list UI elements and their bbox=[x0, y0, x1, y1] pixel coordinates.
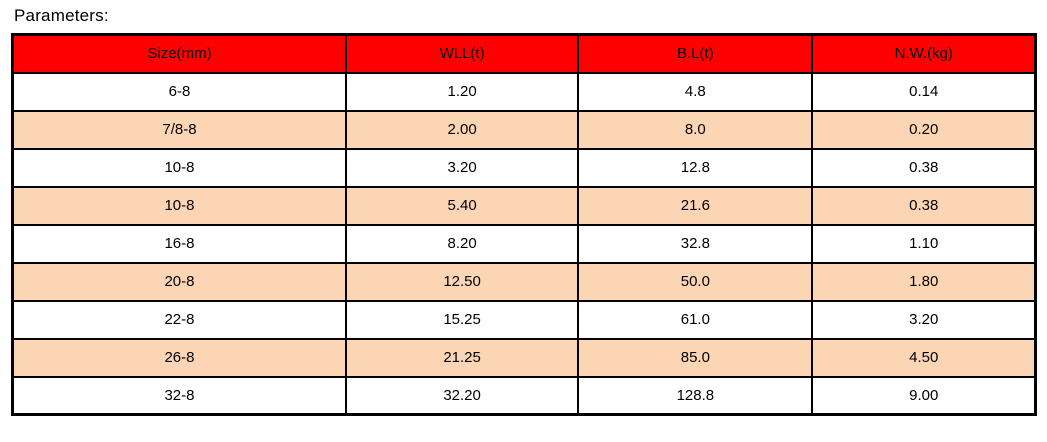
table-cell: 20-8 bbox=[11, 261, 347, 302]
table-cell: 61.0 bbox=[577, 299, 814, 340]
table-cell: 32.20 bbox=[344, 375, 580, 416]
table-cell: 50.0 bbox=[577, 261, 814, 302]
column-header-nw: N.W.(kg) bbox=[811, 33, 1037, 74]
table-row: 20-8 12.50 50.0 1.80 bbox=[11, 261, 1037, 302]
table-cell: 1.80 bbox=[811, 261, 1037, 302]
table-cell: 1.10 bbox=[811, 223, 1037, 264]
table-cell: 85.0 bbox=[577, 337, 814, 378]
table-cell: 0.38 bbox=[811, 185, 1037, 226]
table-cell: 12.50 bbox=[344, 261, 580, 302]
table-cell: 12.8 bbox=[577, 147, 814, 188]
table-cell: 5.40 bbox=[344, 185, 580, 226]
table-row: 6-8 1.20 4.8 0.14 bbox=[11, 71, 1037, 112]
table-cell: 6-8 bbox=[11, 71, 347, 112]
page-title: Parameters: bbox=[14, 6, 109, 25]
table-cell: 0.14 bbox=[811, 71, 1037, 112]
table-header: Size(mm) WLL(t) B.L(t) N.W.(kg) bbox=[11, 33, 1037, 74]
table-cell: 32-8 bbox=[11, 375, 347, 416]
table-header-row: Size(mm) WLL(t) B.L(t) N.W.(kg) bbox=[11, 33, 1037, 74]
table-cell: 10-8 bbox=[11, 147, 347, 188]
table-cell: 2.00 bbox=[344, 109, 580, 150]
table-cell: 10-8 bbox=[11, 185, 347, 226]
table-row: 7/8-8 2.00 8.0 0.20 bbox=[11, 109, 1037, 150]
table-cell: 22-8 bbox=[11, 299, 347, 340]
parameters-table: Size(mm) WLL(t) B.L(t) N.W.(kg) 6-8 1.20 4… bbox=[11, 33, 1037, 416]
column-header-bl: B.L(t) bbox=[577, 33, 814, 74]
table-cell: 8.0 bbox=[577, 109, 814, 150]
table-cell: 4.8 bbox=[577, 71, 814, 112]
table-cell: 128.8 bbox=[577, 375, 814, 416]
column-header-size: Size(mm) bbox=[11, 33, 347, 74]
table-cell: 32.8 bbox=[577, 223, 814, 264]
table-cell: 9.00 bbox=[811, 375, 1037, 416]
table-cell: 3.20 bbox=[811, 299, 1037, 340]
table-row: 10-8 3.20 12.8 0.38 bbox=[11, 147, 1037, 188]
table-cell: 15.25 bbox=[344, 299, 580, 340]
table-row: 16-8 8.20 32.8 1.10 bbox=[11, 223, 1037, 264]
table-cell: 0.20 bbox=[811, 109, 1037, 150]
table-cell: 0.38 bbox=[811, 147, 1037, 188]
table-cell: 21.25 bbox=[344, 337, 580, 378]
table-cell: 16-8 bbox=[11, 223, 347, 264]
table-cell: 8.20 bbox=[344, 223, 580, 264]
table-body: 6-8 1.20 4.8 0.14 7/8-8 2.00 8.0 0.20 10-8 3.20 12… bbox=[11, 71, 1037, 416]
table-cell: 26-8 bbox=[11, 337, 347, 378]
table-cell: 1.20 bbox=[344, 71, 580, 112]
table-row: 10-8 5.40 21.6 0.38 bbox=[11, 185, 1037, 226]
column-header-wll: WLL(t) bbox=[344, 33, 580, 74]
table-row: 22-8 15.25 61.0 3.20 bbox=[11, 299, 1037, 340]
table-cell: 3.20 bbox=[344, 147, 580, 188]
table-cell: 7/8-8 bbox=[11, 109, 347, 150]
table-row: 26-8 21.25 85.0 4.50 bbox=[11, 337, 1037, 378]
table-cell: 21.6 bbox=[577, 185, 814, 226]
table-row: 32-8 32.20 128.8 9.00 bbox=[11, 375, 1037, 416]
table-cell: 4.50 bbox=[811, 337, 1037, 378]
